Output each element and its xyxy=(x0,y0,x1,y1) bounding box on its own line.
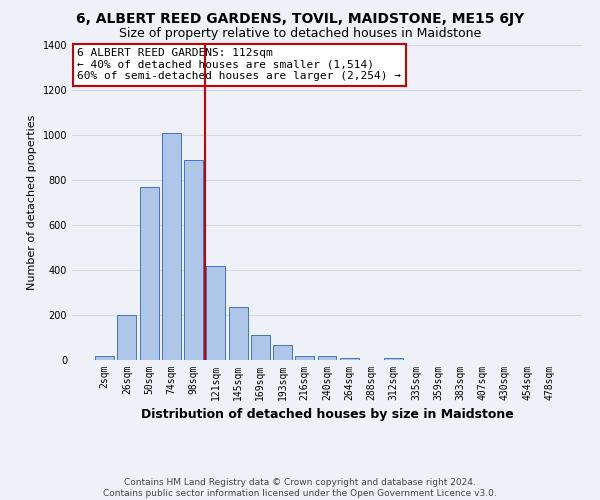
Bar xyxy=(251,335,270,360)
Text: 6, ALBERT REED GARDENS, TOVIL, MAIDSTONE, ME15 6JY: 6, ALBERT REED GARDENS, TOVIL, MAIDSTONE… xyxy=(76,12,524,26)
Bar xyxy=(295,356,314,360)
Bar xyxy=(384,358,403,360)
Bar xyxy=(206,266,225,360)
Text: 6 ALBERT REED GARDENS: 112sqm
← 40% of detached houses are smaller (1,514)
60% o: 6 ALBERT REED GARDENS: 112sqm ← 40% of d… xyxy=(77,48,401,82)
Bar xyxy=(317,356,337,360)
Text: Contains HM Land Registry data © Crown copyright and database right 2024.
Contai: Contains HM Land Registry data © Crown c… xyxy=(103,478,497,498)
Bar xyxy=(184,160,203,360)
Bar xyxy=(340,358,359,360)
Bar xyxy=(229,307,248,360)
X-axis label: Distribution of detached houses by size in Maidstone: Distribution of detached houses by size … xyxy=(140,408,514,422)
Text: Size of property relative to detached houses in Maidstone: Size of property relative to detached ho… xyxy=(119,28,481,40)
Bar xyxy=(140,186,158,360)
Bar xyxy=(118,315,136,360)
Bar xyxy=(95,356,114,360)
Bar xyxy=(273,345,292,360)
Bar xyxy=(162,132,181,360)
Y-axis label: Number of detached properties: Number of detached properties xyxy=(27,115,37,290)
